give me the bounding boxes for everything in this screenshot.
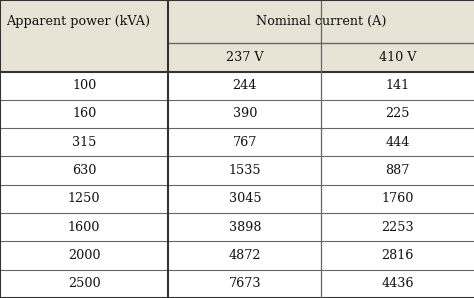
Text: Apparent power (kVA): Apparent power (kVA) — [6, 15, 150, 28]
Text: 100: 100 — [72, 79, 96, 92]
Bar — [0, 185, 168, 213]
Text: 7673: 7673 — [228, 277, 261, 290]
Text: 244: 244 — [233, 79, 257, 92]
Text: 390: 390 — [233, 108, 257, 120]
Bar — [168, 72, 321, 100]
Bar — [0, 100, 168, 128]
Text: 315: 315 — [72, 136, 96, 149]
Bar — [168, 0, 474, 43]
Text: 444: 444 — [385, 136, 410, 149]
Bar — [168, 213, 321, 241]
Text: 2816: 2816 — [382, 249, 414, 262]
Bar — [168, 100, 321, 128]
Bar — [0, 270, 168, 298]
Text: 225: 225 — [385, 108, 410, 120]
Bar — [168, 128, 321, 156]
Text: 237 V: 237 V — [226, 51, 264, 64]
Bar — [168, 241, 321, 270]
Text: 3898: 3898 — [228, 221, 261, 234]
Text: 2253: 2253 — [382, 221, 414, 234]
Text: 887: 887 — [385, 164, 410, 177]
Bar — [321, 185, 474, 213]
Text: 141: 141 — [386, 79, 410, 92]
Text: 767: 767 — [233, 136, 257, 149]
Text: 1250: 1250 — [68, 193, 100, 205]
Text: Nominal current (A): Nominal current (A) — [256, 15, 386, 28]
Bar — [321, 213, 474, 241]
Bar — [321, 100, 474, 128]
Bar — [321, 72, 474, 100]
Bar — [0, 72, 168, 100]
Bar — [0, 43, 168, 72]
Bar — [321, 128, 474, 156]
Bar — [321, 241, 474, 270]
Bar — [0, 241, 168, 270]
Text: 2000: 2000 — [68, 249, 100, 262]
Text: 2500: 2500 — [68, 277, 100, 290]
Bar — [0, 128, 168, 156]
Bar — [0, 213, 168, 241]
Bar — [168, 156, 321, 185]
Bar — [168, 43, 321, 72]
Bar — [168, 270, 321, 298]
Bar — [321, 156, 474, 185]
Text: 4872: 4872 — [228, 249, 261, 262]
Text: 3045: 3045 — [228, 193, 261, 205]
Text: 410 V: 410 V — [379, 51, 417, 64]
Text: 630: 630 — [72, 164, 96, 177]
Text: 1760: 1760 — [382, 193, 414, 205]
Text: 1535: 1535 — [228, 164, 261, 177]
Bar — [0, 0, 168, 43]
Bar — [0, 156, 168, 185]
Bar — [321, 270, 474, 298]
Text: 4436: 4436 — [382, 277, 414, 290]
Text: 160: 160 — [72, 108, 96, 120]
Text: 1600: 1600 — [68, 221, 100, 234]
Bar — [321, 43, 474, 72]
Bar — [168, 185, 321, 213]
